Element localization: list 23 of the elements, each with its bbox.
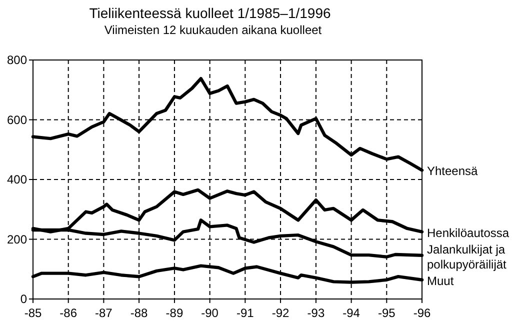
chart-subtitle: Viimeisten 12 kuukauden aikana kuolleet xyxy=(104,23,322,37)
x-tick-label: -85 xyxy=(24,306,42,320)
series-label: Muut xyxy=(427,274,454,288)
x-tick-label: -90 xyxy=(201,306,219,320)
x-tick-label: -95 xyxy=(378,306,396,320)
y-tick-label: 600 xyxy=(6,112,28,127)
chart-title: Tieliikenteessä kuolleet 1/1985–1/1996 xyxy=(89,5,331,21)
y-tick-label: 800 xyxy=(6,53,28,67)
x-tick-label: -96 xyxy=(413,306,431,320)
x-tick-label: -93 xyxy=(307,306,325,320)
x-tick-label: -91 xyxy=(236,306,254,320)
x-tick-label: -92 xyxy=(272,306,290,320)
y-tick-label: 0 xyxy=(20,292,28,306)
series-label: Jalankulkijat ja polkupyöräilijät xyxy=(427,242,508,272)
x-tick-label: -89 xyxy=(166,306,184,320)
x-tick-label: -86 xyxy=(60,306,78,320)
y-tick-label: 400 xyxy=(6,172,28,186)
x-tick-label: -94 xyxy=(342,306,360,320)
x-tick-label: -87 xyxy=(95,306,113,320)
series-label: Henkilöautossa xyxy=(427,226,510,240)
series-label: Yhteensä xyxy=(427,164,478,178)
x-tick-label: -88 xyxy=(130,306,148,320)
y-tick-label: 200 xyxy=(6,232,28,246)
